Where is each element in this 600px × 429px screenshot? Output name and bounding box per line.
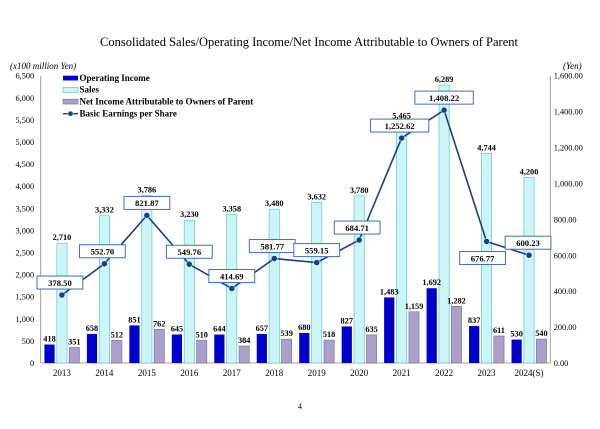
svg-text:2017: 2017 [223,368,242,378]
svg-text:680: 680 [298,323,310,332]
svg-text:512: 512 [111,330,123,339]
svg-text:5,000: 5,000 [16,138,35,147]
svg-text:3,000: 3,000 [16,226,35,235]
svg-text:530: 530 [510,330,522,339]
svg-text:600.23: 600.23 [516,238,540,248]
svg-text:0: 0 [30,359,34,368]
svg-text:559.15: 559.15 [305,245,329,255]
svg-text:(Yen): (Yen) [563,61,582,71]
svg-text:Net Income Attributable to Own: Net Income Attributable to Owners of Par… [80,96,254,106]
svg-text:552.70: 552.70 [91,247,115,257]
svg-text:2013: 2013 [53,368,72,378]
svg-text:351: 351 [68,338,80,347]
svg-text:1,692: 1,692 [422,278,441,287]
svg-text:510: 510 [195,331,207,340]
svg-text:821.87: 821.87 [135,198,159,208]
svg-text:676.77: 676.77 [471,253,495,263]
svg-text:2019: 2019 [308,368,327,378]
svg-text:3,332: 3,332 [95,206,114,215]
svg-text:500: 500 [22,337,34,346]
svg-text:0.00: 0.00 [554,359,569,368]
svg-text:3,230: 3,230 [180,210,199,219]
svg-text:1,600.00: 1,600.00 [554,72,583,81]
svg-text:658: 658 [86,324,98,333]
svg-text:6,289: 6,289 [435,75,454,84]
svg-text:414.69: 414.69 [220,271,244,281]
svg-text:851: 851 [128,315,140,324]
svg-text:4,500: 4,500 [16,160,35,169]
svg-text:4,744: 4,744 [477,143,496,152]
svg-text:800.00: 800.00 [554,215,577,224]
svg-text:(x100 million Yen): (x100 million Yen) [10,61,76,71]
svg-text:2,500: 2,500 [16,249,35,258]
svg-text:3,632: 3,632 [307,193,326,202]
svg-text:3,358: 3,358 [222,205,241,214]
svg-text:Consolidated Sales/Operating I: Consolidated Sales/Operating Income/Net … [100,35,518,49]
svg-text:2,000: 2,000 [16,271,35,280]
svg-text:6,500: 6,500 [16,72,35,81]
svg-text:837: 837 [468,316,480,325]
svg-text:6,000: 6,000 [16,94,35,103]
svg-text:4,000: 4,000 [16,182,35,191]
svg-text:684.71: 684.71 [345,223,369,233]
svg-text:4,200: 4,200 [520,167,539,176]
svg-text:2023: 2023 [478,368,497,378]
svg-text:2018: 2018 [265,368,284,378]
svg-text:645: 645 [171,325,183,334]
svg-text:3,780: 3,780 [350,186,369,195]
svg-text:1,500: 1,500 [16,293,35,302]
svg-text:5,500: 5,500 [16,116,35,125]
svg-text:1,408.22: 1,408.22 [429,93,459,103]
svg-text:600.00: 600.00 [554,251,577,260]
svg-text:581.77: 581.77 [260,241,284,251]
svg-text:2020: 2020 [350,368,369,378]
svg-text:3,500: 3,500 [16,204,35,213]
svg-text:644: 644 [213,325,225,334]
svg-text:611: 611 [493,326,505,335]
svg-text:2016: 2016 [180,368,199,378]
svg-text:5,465: 5,465 [392,111,411,120]
svg-text:1,000: 1,000 [16,315,35,324]
svg-text:2022: 2022 [435,368,453,378]
svg-text:400.00: 400.00 [554,287,577,296]
svg-text:Operating Income: Operating Income [80,73,150,83]
svg-text:549.76: 549.76 [177,247,201,257]
svg-text:1,000.00: 1,000.00 [554,179,583,188]
svg-text:418: 418 [43,335,55,344]
svg-text:2021: 2021 [393,368,411,378]
svg-text:657: 657 [256,324,268,333]
svg-text:539: 539 [280,329,292,338]
svg-text:518: 518 [323,330,335,339]
svg-text:1,200.00: 1,200.00 [554,144,583,153]
svg-text:3,480: 3,480 [265,199,284,208]
svg-text:2,710: 2,710 [53,233,72,242]
svg-text:1,400.00: 1,400.00 [554,108,583,117]
svg-text:540: 540 [535,329,547,338]
svg-text:2024(S): 2024(S) [515,368,544,378]
svg-text:200.00: 200.00 [554,323,577,332]
svg-text:1,483: 1,483 [380,288,399,297]
svg-text:Sales: Sales [80,85,100,95]
svg-text:2015: 2015 [138,368,157,378]
svg-text:1,159: 1,159 [405,302,424,311]
svg-text:2014: 2014 [95,368,114,378]
svg-text:1,252.62: 1,252.62 [385,121,415,131]
svg-text:762: 762 [153,319,165,328]
svg-text:635: 635 [365,325,377,334]
svg-text:378.50: 378.50 [48,278,72,288]
svg-text:3,786: 3,786 [138,186,157,195]
svg-text:Basic Earnings per Share: Basic Earnings per Share [80,109,177,119]
svg-text:827: 827 [341,316,353,325]
svg-text:384: 384 [238,336,250,345]
svg-text:1,282: 1,282 [447,296,466,305]
